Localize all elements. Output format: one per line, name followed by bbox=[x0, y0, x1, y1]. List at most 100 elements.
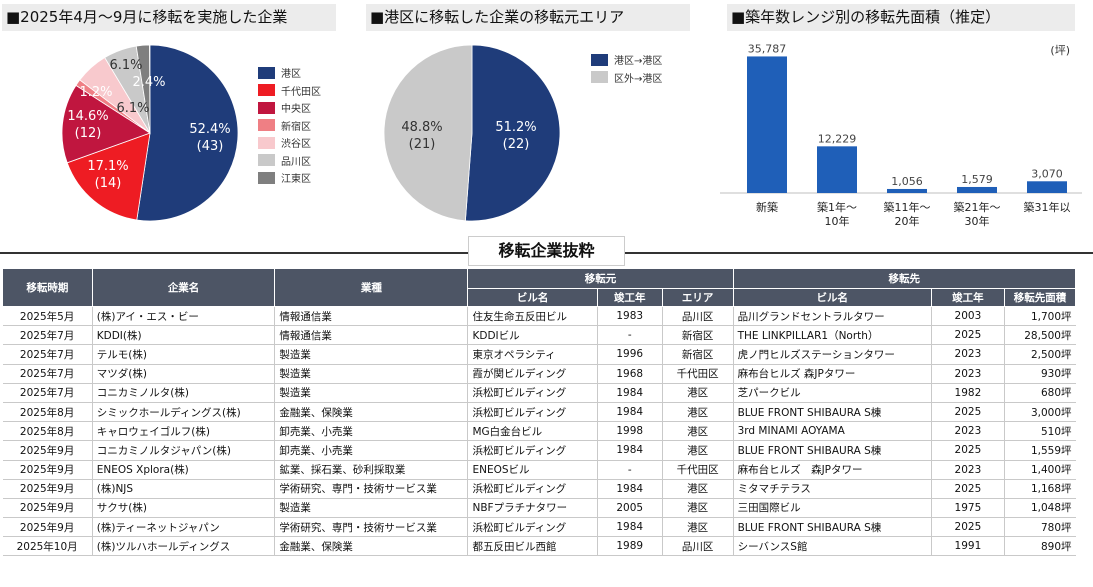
pie2-legend-item: 港区→港区 bbox=[591, 51, 662, 69]
table-row: 2025年9月 コニカミノルタジャパン(株) 卸売業、小売業 浜松町ビルディング 198… bbox=[2, 440, 1076, 461]
cell-to-size: 1,700坪 bbox=[1003, 306, 1076, 327]
pie1-share-label-2: 14.6% bbox=[67, 109, 108, 124]
table-row: 2025年7月 マツダ(株) 製造業 霞が関ビルディング 1968 千代田区 麻布台ヒルズ … bbox=[2, 364, 1076, 384]
table-row: 2025年7月 コニカミノルタ(株) 製造業 浜松町ビルディング 1984 港区 芝パークビ… bbox=[2, 383, 1076, 403]
cell-to-building: シーバンスS館 bbox=[732, 536, 932, 557]
cell-from-building: ENEOSビル bbox=[467, 460, 598, 480]
cell-from-year: 1984 bbox=[596, 402, 663, 423]
cell-from-building: KDDIビル bbox=[467, 325, 598, 346]
pie1-share-label-0: 52.4% bbox=[189, 122, 230, 137]
cell-company: サクサ(株) bbox=[91, 498, 275, 519]
pie1-legend-item: 渋谷区 bbox=[258, 134, 321, 152]
table-row: 2025年8月 シミックホールディングス(株) 金融業、保険業 浜松町ビルディング 19… bbox=[2, 402, 1076, 423]
cell-to-building: BLUE FRONT SHIBAURA S棟 bbox=[732, 440, 932, 461]
cell-to-year: 2023 bbox=[930, 344, 1005, 365]
cell-to-year: 1982 bbox=[930, 383, 1005, 403]
cell-from-year: 1998 bbox=[596, 421, 663, 442]
pie2-legend-item: 区外→港区 bbox=[591, 69, 662, 87]
cell-to-year: 2025 bbox=[930, 440, 1005, 461]
pie1-count-label-0: (43) bbox=[197, 139, 224, 154]
header-to-size: 移転先面積 bbox=[1003, 288, 1077, 307]
cell-to-size: 1,400坪 bbox=[1003, 460, 1076, 480]
cell-to-building: 麻布台ヒルズ 森JPタワー bbox=[732, 364, 932, 384]
header-from-building: ビル名 bbox=[467, 288, 598, 307]
pie2-title: ■港区に移転した企業の移転元エリア bbox=[366, 4, 690, 31]
pie-chart-relocating-companies: 52.4% (43) 17.1% (14) 14.6% (12) 1.2% 6.1% 6.1% 2… bbox=[61, 44, 239, 222]
header-company: 企業名 bbox=[91, 268, 276, 307]
pie1-legend-label: 新宿区 bbox=[281, 121, 311, 133]
cell-date: 2025年9月 bbox=[2, 517, 93, 538]
cell-industry: 金融業、保険業 bbox=[274, 536, 468, 557]
pie1-title: ■2025年4月～9月に移転を実施した企業 bbox=[2, 4, 336, 31]
pie1-legend-label: 江東区 bbox=[281, 174, 311, 186]
cell-from-building: 霞が関ビルディング bbox=[467, 364, 598, 384]
cell-company: キャロウェイゴルフ(株) bbox=[91, 421, 275, 442]
cell-to-year: 2025 bbox=[930, 402, 1005, 423]
pie2-legend-swatch bbox=[591, 71, 608, 84]
cell-to-size: 28,500坪 bbox=[1003, 325, 1076, 346]
pie1-legend-label: 品川区 bbox=[281, 156, 311, 168]
pie1-legend-item: 中央区 bbox=[258, 99, 321, 117]
cell-industry: 卸売業、小売業 bbox=[274, 421, 468, 442]
cell-to-size: 1,559坪 bbox=[1003, 440, 1076, 461]
cell-to-year: 2023 bbox=[930, 460, 1005, 480]
pie1-legend-label: 千代田区 bbox=[281, 86, 321, 98]
cell-to-building: 三田国際ビル bbox=[732, 498, 932, 519]
cell-from-area: 港区 bbox=[661, 517, 734, 538]
cell-industry: 情報通信業 bbox=[274, 306, 468, 327]
cell-industry: 製造業 bbox=[274, 498, 468, 519]
cell-from-building: 浜松町ビルディング bbox=[467, 479, 598, 499]
cell-company: (株)NJS bbox=[91, 479, 275, 499]
cell-to-year: 1991 bbox=[930, 536, 1005, 557]
bar-1 bbox=[817, 146, 857, 193]
pie1-share-label-3: 1.2% bbox=[79, 85, 112, 100]
cell-industry: 製造業 bbox=[274, 364, 468, 384]
cell-from-area: 品川区 bbox=[661, 536, 734, 557]
cell-from-building: 浜松町ビルディング bbox=[467, 383, 598, 403]
cell-date: 2025年10月 bbox=[2, 536, 93, 557]
cell-to-year: 2025 bbox=[930, 479, 1005, 499]
pie2-slice-0 bbox=[464, 44, 561, 222]
cell-to-year: 2025 bbox=[930, 517, 1005, 538]
cell-from-area: 港区 bbox=[661, 402, 734, 423]
cell-company: KDDI(株) bbox=[91, 325, 275, 346]
cell-from-year: 1984 bbox=[596, 479, 663, 499]
pie1-count-label-1: (14) bbox=[95, 176, 122, 191]
bar-value-label-3: 1,579 bbox=[961, 173, 993, 186]
pie1-legend-swatch bbox=[258, 119, 275, 132]
cell-date: 2025年7月 bbox=[2, 344, 93, 365]
cell-date: 2025年9月 bbox=[2, 440, 93, 461]
header-industry: 業種 bbox=[274, 268, 469, 307]
cell-company: (株)アイ・エス・ビー bbox=[91, 306, 275, 327]
cell-company: テルモ(株) bbox=[91, 344, 275, 365]
cell-industry: 鉱業、採石業、砂利採取業 bbox=[274, 460, 468, 480]
pie1-share-label-5: 6.1% bbox=[109, 58, 142, 73]
cell-from-building: 浜松町ビルディング bbox=[467, 402, 598, 423]
cell-industry: 情報通信業 bbox=[274, 325, 468, 346]
table-row: 2025年9月 (株)ティーネットジャパン 学術研究、専門・技術サービス業 浜松町ビル… bbox=[2, 517, 1076, 538]
header-from-group: 移転元 bbox=[467, 268, 734, 289]
cell-from-area: 千代田区 bbox=[661, 364, 734, 384]
bar-category-label-4: 築31年以 bbox=[1024, 200, 1071, 214]
pie1-legend-item: 千代田区 bbox=[258, 82, 321, 100]
pie1-legend-label: 渋谷区 bbox=[281, 139, 311, 151]
pie1-legend-swatch bbox=[258, 171, 275, 184]
cell-industry: 学術研究、専門・技術サービス業 bbox=[274, 517, 468, 538]
pie1-legend: 港区 千代田区 中央区 新宿区 渋谷区 品川区 江東区 bbox=[258, 64, 321, 187]
cell-date: 2025年9月 bbox=[2, 498, 93, 519]
pie2-count-label-1: (21) bbox=[409, 137, 436, 152]
cell-date: 2025年7月 bbox=[2, 325, 93, 346]
cell-from-area: 新宿区 bbox=[661, 325, 734, 346]
cell-from-year: 1984 bbox=[596, 383, 663, 403]
cell-to-size: 2,500坪 bbox=[1003, 344, 1076, 365]
bar-category-label-2: 20年 bbox=[895, 214, 920, 228]
table-title: 移転企業抜粋 bbox=[468, 236, 625, 266]
cell-from-year: 2005 bbox=[596, 498, 663, 519]
cell-from-area: 港区 bbox=[661, 479, 734, 499]
pie1-share-label-6: 2.4% bbox=[132, 75, 165, 90]
cell-industry: 金融業、保険業 bbox=[274, 402, 468, 423]
cell-date: 2025年7月 bbox=[2, 364, 93, 384]
cell-from-area: 港区 bbox=[661, 421, 734, 442]
cell-to-size: 1,168坪 bbox=[1003, 479, 1076, 499]
cell-company: コニカミノルタジャパン(株) bbox=[91, 440, 275, 461]
